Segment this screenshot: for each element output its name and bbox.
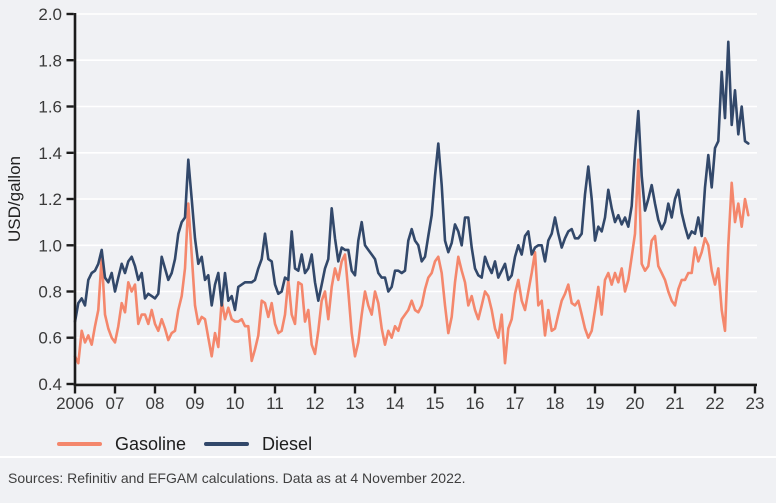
diesel-line-swatch <box>204 442 250 446</box>
x-tick-label: 2006 <box>56 394 94 413</box>
x-tick-label: 12 <box>306 394 325 413</box>
y-tick-label: 1.8 <box>38 51 62 70</box>
gasoline-line <box>73 158 750 365</box>
legend-item-diesel: Diesel <box>204 431 312 457</box>
x-tick-label: 10 <box>226 394 245 413</box>
x-tick-label: 20 <box>626 394 645 413</box>
x-tick-label: 21 <box>666 394 685 413</box>
x-tick-label: 15 <box>426 394 445 413</box>
section-divider <box>0 456 776 458</box>
y-tick-label: 0.6 <box>38 329 62 348</box>
y-axis-title: USD/gallon <box>5 156 24 242</box>
gasoline-line-swatch <box>57 442 102 446</box>
diesel-line <box>73 40 750 323</box>
x-tick-label: 16 <box>466 394 485 413</box>
chart-legend: Gasoline Diesel <box>57 431 312 457</box>
x-tick-label: 22 <box>706 394 725 413</box>
x-tick-label: 14 <box>386 394 405 413</box>
y-tick-label: 1.4 <box>38 144 62 163</box>
legend-item-gasoline: Gasoline <box>57 431 186 457</box>
x-tick-label: 11 <box>266 394 284 413</box>
x-tick-label: 19 <box>586 394 605 413</box>
y-tick-label: 1.6 <box>38 98 62 117</box>
y-tick-label: 0.8 <box>38 283 62 302</box>
y-tick-label: 1.2 <box>38 190 62 209</box>
y-tick-label: 1.0 <box>38 236 62 255</box>
source-note: Sources: Refinitiv and EFGAM calculation… <box>8 470 466 486</box>
legend-label-diesel: Diesel <box>262 434 313 454</box>
legend-label-gasoline: Gasoline <box>115 434 187 454</box>
x-tick-label: 18 <box>546 394 565 413</box>
x-tick-label: 23 <box>746 394 765 413</box>
x-tick-label: 07 <box>106 394 125 413</box>
x-tick-label: 09 <box>186 394 205 413</box>
fuel-price-line-chart: 0.4 0.6 0.8 1.0 1.2 1.4 1.6 1.8 2.0 2006 07 08 09 10 1… <box>5 5 765 413</box>
y-tick-label: 2.0 <box>38 5 62 24</box>
x-tick-label: 17 <box>506 394 525 413</box>
x-tick-label: 08 <box>146 394 165 413</box>
x-tick-label: 13 <box>346 394 365 413</box>
y-tick-label: 0.4 <box>38 375 62 394</box>
